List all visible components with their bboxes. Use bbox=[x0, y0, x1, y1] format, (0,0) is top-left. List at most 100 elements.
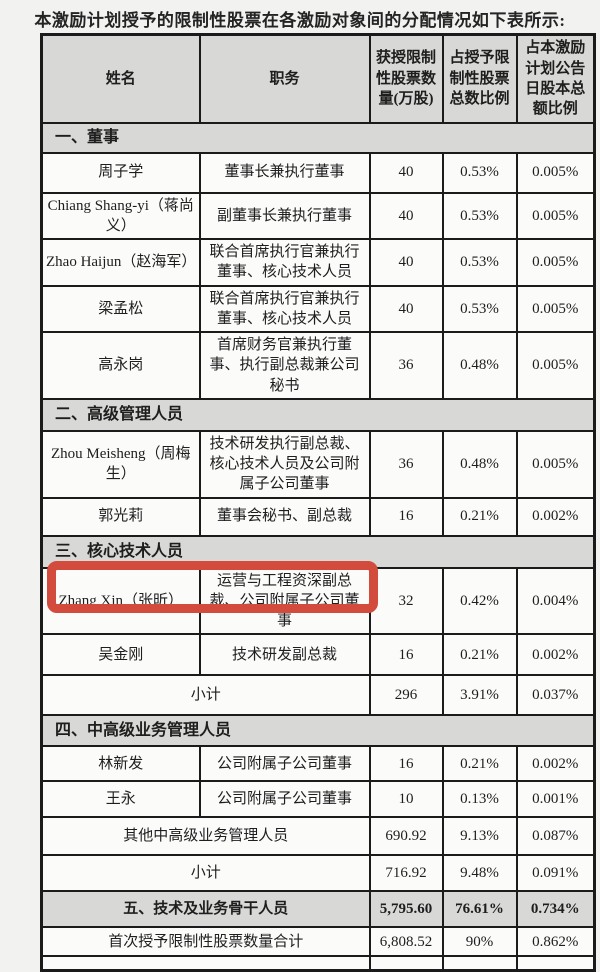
position-cell: 首席财务官兼执行董事、执行副总裁兼公司秘书 bbox=[198, 331, 371, 400]
subtotal-row: 小计 296 3.91% 0.037% bbox=[40, 674, 596, 717]
section-row-directors: 一、董事 bbox=[40, 121, 596, 154]
table-row: 林新发 公司附属子公司董事 16 0.21% 0.002% bbox=[40, 745, 596, 783]
name-cell: 吴金刚 bbox=[40, 633, 201, 677]
header-position: 职务 bbox=[198, 33, 371, 124]
partial-cell bbox=[441, 955, 518, 972]
position-cell: 联合首席执行官兼执行董事、核心技术人员 bbox=[198, 284, 371, 333]
name-cell: 梁孟松 bbox=[40, 284, 201, 333]
table-row: Chiang Shang-yi（蒋尚义） 副董事长兼执行董事 40 0.53% … bbox=[40, 191, 596, 240]
pct-grant-cell: 0.13% bbox=[441, 780, 518, 819]
pct-grant-cell: 0.42% bbox=[441, 566, 518, 636]
pct-capital-cell: 0.004% bbox=[515, 566, 596, 636]
position-cell: 董事会秘书、副总裁 bbox=[198, 496, 371, 537]
section-label: 四、中高级业务管理人员 bbox=[40, 714, 596, 748]
pct-capital-cell: 0.005% bbox=[515, 284, 596, 333]
table-row: 梁孟松 联合首席执行官兼执行董事、核心技术人员 40 0.53% 0.005% bbox=[40, 284, 596, 333]
merged-row-others: 其他中高级业务管理人员 690.92 9.13% 0.087% bbox=[40, 816, 596, 857]
pct-grant-cell: 9.13% bbox=[441, 816, 518, 857]
table-row: 郭光莉 董事会秘书、副总裁 16 0.21% 0.002% bbox=[40, 496, 596, 537]
pct-grant-cell: 90% bbox=[441, 926, 518, 958]
table-row: 高永岗 首席财务官兼执行董事、执行副总裁兼公司秘书 36 0.48% 0.005… bbox=[40, 331, 596, 400]
pct-capital-cell: 0.002% bbox=[515, 633, 596, 677]
category-total-row: 五、技术及业务骨干人员 5,795.60 76.61% 0.734% bbox=[40, 890, 596, 929]
partial-row bbox=[40, 955, 596, 972]
pct-capital-cell: 0.001% bbox=[515, 780, 596, 819]
pct-grant-cell: 76.61% bbox=[441, 890, 518, 929]
pct-grant-cell: 0.53% bbox=[441, 284, 518, 333]
partial-cell bbox=[515, 955, 596, 972]
position-cell: 公司附属子公司董事 bbox=[198, 780, 371, 819]
qty-cell: 716.92 bbox=[368, 854, 444, 893]
subtotal-label: 小计 bbox=[40, 854, 371, 893]
pct-capital-cell: 0.862% bbox=[515, 926, 596, 958]
table-row: 周子学 董事长兼执行董事 40 0.53% 0.005% bbox=[40, 151, 596, 194]
subtotal-row: 小计 716.92 9.48% 0.091% bbox=[40, 854, 596, 893]
pct-capital-cell: 0.734% bbox=[515, 890, 596, 929]
qty-cell: 5,795.60 bbox=[368, 890, 444, 929]
table-row-highlighted: 吴金刚 技术研发副总裁 16 0.21% 0.002% bbox=[40, 633, 596, 677]
pct-capital-cell: 0.091% bbox=[515, 854, 596, 893]
qty-cell: 10 bbox=[368, 780, 444, 819]
pct-grant-cell: 0.53% bbox=[441, 191, 518, 240]
name-cell: 高永岗 bbox=[40, 331, 201, 400]
name-cell: Zhang Xin（张昕） bbox=[40, 566, 201, 636]
pct-grant-cell: 3.91% bbox=[441, 674, 518, 717]
pct-grant-cell: 0.21% bbox=[441, 633, 518, 677]
section-row-mid-senior-business: 四、中高级业务管理人员 bbox=[40, 714, 596, 748]
position-cell: 运营与工程资深副总裁、公司附属子公司董事 bbox=[198, 566, 371, 636]
merged-label: 其他中高级业务管理人员 bbox=[40, 816, 371, 857]
qty-cell: 40 bbox=[368, 191, 444, 240]
header-qty: 获授限制性股票数量(万股) bbox=[368, 33, 444, 124]
subtotal-label: 小计 bbox=[40, 674, 371, 717]
name-cell: 郭光莉 bbox=[40, 496, 201, 537]
pct-grant-cell: 0.53% bbox=[441, 151, 518, 194]
position-cell: 技术研发副总裁 bbox=[198, 633, 371, 677]
name-cell: Zhao Haijun（赵海军） bbox=[40, 238, 201, 287]
pct-capital-cell: 0.005% bbox=[515, 151, 596, 194]
header-pct-capital: 占本激励计划公告日股本总额比例 bbox=[515, 33, 596, 124]
partial-cell bbox=[368, 955, 444, 972]
grant-allocation-table: 姓名 职务 获授限制性股票数量(万股) 占授予限制性股票总数比例 占本激励计划公… bbox=[40, 33, 596, 972]
section-label: 一、董事 bbox=[40, 121, 596, 154]
table-row: Zhang Xin（张昕） 运营与工程资深副总裁、公司附属子公司董事 32 0.… bbox=[40, 566, 596, 636]
position-cell: 董事长兼执行董事 bbox=[198, 151, 371, 194]
pct-capital-cell: 0.002% bbox=[515, 496, 596, 537]
position-cell: 公司附属子公司董事 bbox=[198, 745, 371, 783]
name-cell: Chiang Shang-yi（蒋尚义） bbox=[40, 191, 201, 240]
name-cell: 周子学 bbox=[40, 151, 201, 194]
section-label: 二、高级管理人员 bbox=[40, 397, 596, 432]
position-cell: 联合首席执行官兼执行董事、核心技术人员 bbox=[198, 238, 371, 287]
pct-grant-cell: 0.21% bbox=[441, 496, 518, 537]
qty-cell: 40 bbox=[368, 238, 444, 287]
pct-capital-cell: 0.087% bbox=[515, 816, 596, 857]
category-total-label: 五、技术及业务骨干人员 bbox=[40, 890, 371, 929]
qty-cell: 36 bbox=[368, 331, 444, 400]
pct-capital-cell: 0.002% bbox=[515, 745, 596, 783]
red-highlight-box bbox=[47, 561, 378, 613]
qty-cell: 16 bbox=[368, 745, 444, 783]
qty-cell: 6,808.52 bbox=[368, 926, 444, 958]
grand-total-label: 首次授予限制性股票数量合计 bbox=[40, 926, 371, 958]
table-caption: 本激励计划授予的限制性股票在各激励对象间的分配情况如下表所示: bbox=[34, 11, 566, 30]
qty-cell: 16 bbox=[368, 496, 444, 537]
pct-capital-cell: 0.037% bbox=[515, 674, 596, 717]
header-pct-grant: 占授予限制性股票总数比例 bbox=[441, 33, 518, 124]
table-row: Zhou Meisheng（周梅生） 技术研发执行副总裁、核心技术人员及公司附属… bbox=[40, 429, 596, 499]
qty-cell: 16 bbox=[368, 633, 444, 677]
header-row: 姓名 职务 获授限制性股票数量(万股) 占授予限制性股票总数比例 占本激励计划公… bbox=[40, 33, 596, 124]
qty-cell: 32 bbox=[368, 566, 444, 636]
table-row: Zhao Haijun（赵海军） 联合首席执行官兼执行董事、核心技术人员 40 … bbox=[40, 238, 596, 287]
grand-total-row: 首次授予限制性股票数量合计 6,808.52 90% 0.862% bbox=[40, 926, 596, 958]
partial-cell bbox=[40, 955, 371, 972]
qty-cell: 40 bbox=[368, 151, 444, 194]
pct-capital-cell: 0.005% bbox=[515, 331, 596, 400]
name-cell: Zhou Meisheng（周梅生） bbox=[40, 429, 201, 499]
pct-capital-cell: 0.005% bbox=[515, 238, 596, 287]
name-cell: 王永 bbox=[40, 780, 201, 819]
pct-grant-cell: 0.48% bbox=[441, 429, 518, 499]
qty-cell: 40 bbox=[368, 284, 444, 333]
pct-grant-cell: 0.21% bbox=[441, 745, 518, 783]
qty-cell: 690.92 bbox=[368, 816, 444, 857]
header-name: 姓名 bbox=[40, 33, 201, 124]
pct-grant-cell: 0.53% bbox=[441, 238, 518, 287]
